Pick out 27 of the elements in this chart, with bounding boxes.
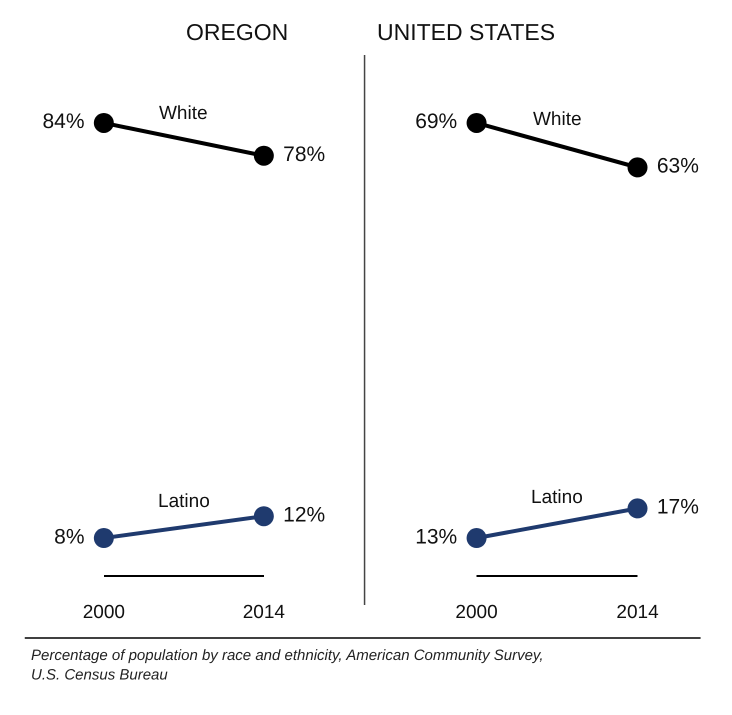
series-label: Latino	[158, 491, 210, 512]
point	[628, 498, 648, 518]
data-label: 78%	[277, 142, 332, 166]
data-label: 84%	[36, 110, 90, 134]
chart-title: UNITED STATES	[377, 19, 556, 45]
chart-title: OREGON	[186, 19, 288, 45]
series-label: White	[533, 109, 582, 130]
data-label: 63%	[651, 154, 705, 178]
point	[94, 112, 114, 133]
point	[466, 528, 487, 548]
point	[254, 146, 274, 166]
series-label: Latino	[531, 487, 583, 508]
point	[254, 506, 274, 526]
x-tick-label: 2014	[242, 602, 286, 623]
series-label: White	[159, 103, 208, 124]
x-tick-label: 2014	[616, 602, 660, 623]
point	[94, 528, 114, 548]
x-tick-label: 2000	[82, 602, 125, 623]
text: Percentage of population by race and ethnicity, American Community Survey, U.S. Census Bureau	[31, 647, 544, 684]
x-tick-label: 2000	[455, 602, 498, 623]
data-label: 13%	[409, 525, 464, 548]
data-label: 69%	[409, 110, 464, 134]
data-label: 17%	[651, 496, 705, 519]
point	[628, 157, 648, 178]
data-label: 12%	[277, 503, 332, 526]
data-label: 8%	[48, 525, 90, 548]
point	[466, 112, 487, 133]
